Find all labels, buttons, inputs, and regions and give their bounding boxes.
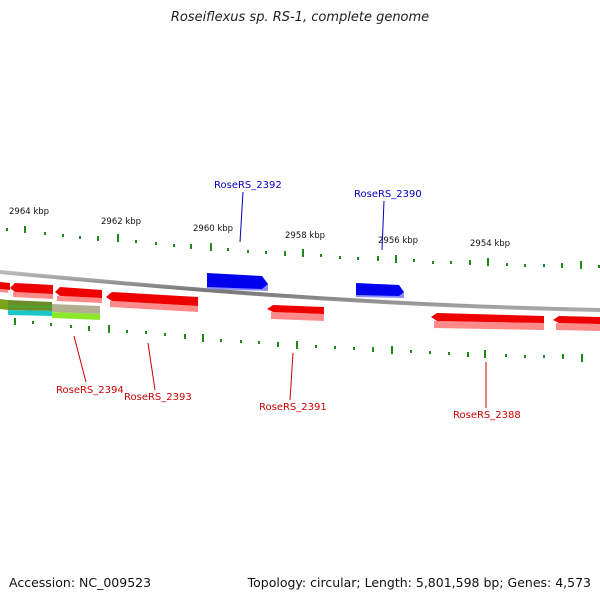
gene-feature[interactable] — [106, 292, 198, 312]
upper-tick-row — [6, 226, 600, 269]
title: Roseiflexus sp. RS-1, complete genome — [170, 10, 430, 25]
gene-label[interactable]: RoseRS_2392 — [214, 180, 282, 191]
gene-feature[interactable] — [55, 287, 102, 303]
reverse-gene-track — [0, 282, 600, 331]
label-leaders — [73, 191, 487, 408]
gene-feature[interactable] — [356, 283, 404, 298]
gene-feature[interactable] — [207, 273, 268, 291]
feature-block[interactable] — [0, 299, 52, 316]
gene-label[interactable]: RoseRS_2391 — [259, 402, 327, 413]
gene-feature[interactable] — [10, 283, 53, 299]
gene-feature[interactable] — [0, 282, 10, 293]
scale-label: 2956 kbp — [378, 236, 418, 246]
scale-label: 2962 kbp — [101, 217, 141, 227]
scale-label: 2964 kbp — [9, 207, 49, 217]
gene-label[interactable]: RoseRS_2393 — [124, 392, 192, 403]
forward-gene-track — [207, 273, 404, 298]
gene-label[interactable]: RoseRS_2394 — [56, 385, 124, 396]
gene-feature[interactable] — [267, 305, 324, 321]
genome-backbone — [0, 270, 600, 312]
accession-text: Accession: NC_009523 — [9, 575, 152, 590]
gene-label[interactable]: RoseRS_2388 — [453, 410, 521, 421]
scale-label: 2958 kbp — [285, 231, 325, 241]
feature-block[interactable] — [52, 304, 100, 320]
lower-tick-row — [14, 318, 583, 362]
gene-feature[interactable] — [553, 316, 600, 331]
scale-label: 2954 kbp — [470, 239, 510, 249]
gene-feature[interactable] — [431, 313, 544, 330]
genome-summary-text: Topology: circular; Length: 5,801,598 bp… — [247, 575, 591, 590]
scale-label: 2960 kbp — [193, 224, 233, 234]
feature-track — [0, 299, 100, 320]
gene-label[interactable]: RoseRS_2390 — [354, 189, 422, 200]
